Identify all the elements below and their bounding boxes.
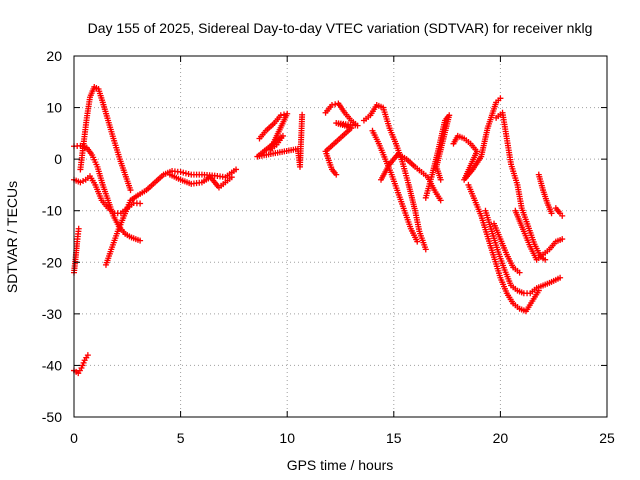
series-arc-c <box>71 173 144 217</box>
series-arc-m <box>422 112 453 201</box>
x-axis-label: GPS time / hours <box>287 457 394 473</box>
data-point <box>332 101 339 108</box>
data-series <box>71 83 566 377</box>
series-arc-e <box>166 171 235 191</box>
data-point <box>559 212 566 219</box>
data-point <box>548 210 555 217</box>
x-tick-label: 5 <box>177 430 185 446</box>
y-tick-label: -20 <box>42 254 62 270</box>
data-point <box>414 238 421 245</box>
data-point <box>80 178 87 185</box>
y-tick-label: -50 <box>42 409 62 425</box>
data-point <box>497 95 504 102</box>
data-point <box>559 236 566 243</box>
series-arc-t <box>535 171 555 217</box>
y-tick-label: -10 <box>42 203 62 219</box>
data-point <box>233 166 240 173</box>
data-point <box>422 246 429 253</box>
data-point <box>137 200 144 207</box>
data-point <box>328 101 335 108</box>
x-tick-label: 25 <box>599 430 615 446</box>
data-point <box>277 112 284 119</box>
y-tick-label: 0 <box>54 151 62 167</box>
y-tick-label: 20 <box>46 48 62 64</box>
series-arc-i <box>322 100 361 178</box>
series-arc-s <box>491 220 523 276</box>
series-arc-f <box>71 225 82 276</box>
data-point <box>557 274 564 281</box>
data-point <box>516 269 523 276</box>
y-tick-label: 10 <box>46 100 62 116</box>
data-point <box>437 197 444 204</box>
y-axis-ticks: 20 10 0 -10 -20 -30 -40 -50 <box>42 48 607 425</box>
series-arc-k <box>369 127 421 245</box>
x-tick-label: 20 <box>493 430 509 446</box>
series-arc-h <box>254 110 306 170</box>
data-point <box>127 187 134 194</box>
data-point <box>299 111 306 118</box>
x-axis-ticks: 0 5 10 15 20 25 <box>70 56 615 446</box>
data-point <box>542 256 549 263</box>
series-arc-o <box>465 181 542 315</box>
series-arc-r <box>512 207 566 263</box>
series-arc-b <box>77 83 134 194</box>
data-point <box>137 237 144 244</box>
data-point <box>333 171 340 178</box>
x-tick-label: 10 <box>279 430 295 446</box>
data-point <box>84 352 91 359</box>
data-point <box>75 225 82 232</box>
x-tick-label: 0 <box>70 430 78 446</box>
plot-frame <box>73 55 608 418</box>
series-arc-p <box>482 207 564 297</box>
series-arc-d <box>102 166 240 268</box>
series-arc-n <box>450 95 504 183</box>
data-point <box>77 179 84 186</box>
y-tick-label: -30 <box>42 306 62 322</box>
data-point <box>228 174 235 181</box>
series-arc-q <box>493 109 549 263</box>
y-tick-label: -40 <box>42 357 62 373</box>
series-arc-j <box>360 101 429 253</box>
data-point <box>437 176 444 183</box>
x-tick-label: 15 <box>386 430 402 446</box>
series-arc-u <box>552 205 566 219</box>
y-axis-label: SDTVAR / TECUs <box>4 181 20 293</box>
chart-title: Day 155 of 2025, Sidereal Day-to-day VTE… <box>88 20 593 36</box>
